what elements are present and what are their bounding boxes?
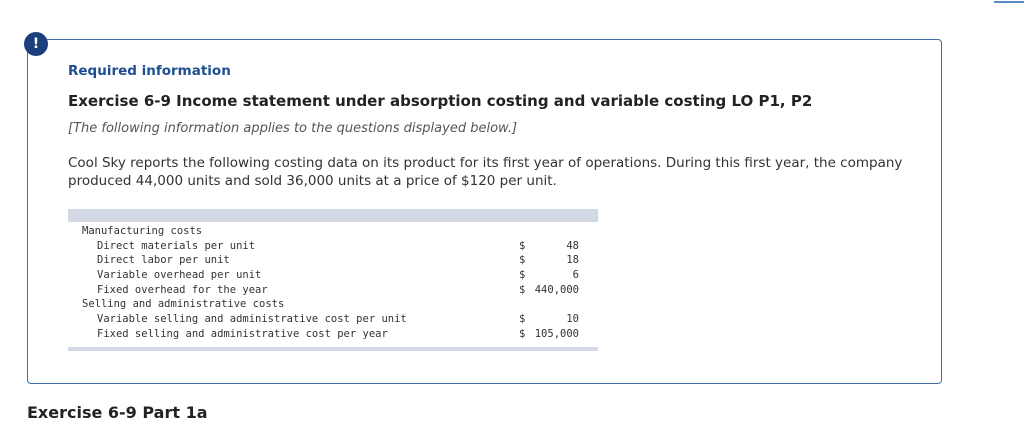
- amount: 18: [566, 254, 579, 267]
- alert-badge: !: [24, 32, 48, 56]
- row-label: Direct labor per unit: [97, 254, 230, 267]
- table-row: Variable overhead per unit $6: [68, 268, 598, 283]
- table-row: Fixed overhead for the year $440,000: [68, 283, 598, 298]
- table-header-band: [68, 209, 598, 222]
- amount: 10: [566, 313, 579, 326]
- table-row: Variable selling and administrative cost…: [68, 312, 598, 327]
- row-label: Variable overhead per unit: [97, 269, 262, 282]
- part-heading: Exercise 6-9 Part 1a: [27, 403, 208, 422]
- row-label: Direct materials per unit: [97, 239, 256, 252]
- currency-sign: $: [519, 313, 526, 326]
- section-label: Required information: [68, 63, 231, 79]
- note: [The following information applies to th…: [68, 121, 518, 136]
- table-row: Manufacturing costs: [68, 224, 598, 239]
- currency-sign: $: [519, 283, 526, 296]
- row-label: Fixed selling and administrative cost pe…: [97, 327, 388, 340]
- currency-sign: $: [519, 269, 526, 282]
- table-row: Fixed selling and administrative cost pe…: [68, 327, 598, 342]
- paragraph: Cool Sky reports the following costing d…: [68, 155, 903, 189]
- table-row: Selling and administrative costs: [68, 297, 598, 312]
- currency-sign: $: [519, 327, 526, 340]
- info-box: [27, 39, 942, 384]
- row-label: Manufacturing costs: [82, 225, 203, 237]
- row-label: Variable selling and administrative cost…: [97, 313, 407, 326]
- currency-sign: $: [519, 254, 526, 267]
- currency-sign: $: [519, 239, 526, 252]
- amount: 440,000: [534, 283, 579, 296]
- amount: 105,000: [534, 327, 579, 340]
- amount: 48: [566, 239, 579, 252]
- table-row: Direct materials per unit $48: [68, 239, 598, 254]
- cost-table: Manufacturing costs Direct materials per …: [68, 224, 598, 342]
- exercise-title: Exercise 6-9 Income statement under abso…: [68, 92, 813, 110]
- amount: 6: [572, 269, 579, 282]
- row-label: Fixed overhead for the year: [97, 283, 268, 296]
- row-label: Selling and administrative costs: [82, 298, 285, 311]
- table-row: Direct labor per unit $18: [68, 253, 598, 268]
- table-footer-band: [68, 347, 598, 351]
- tab-indicator: [994, 1, 1024, 3]
